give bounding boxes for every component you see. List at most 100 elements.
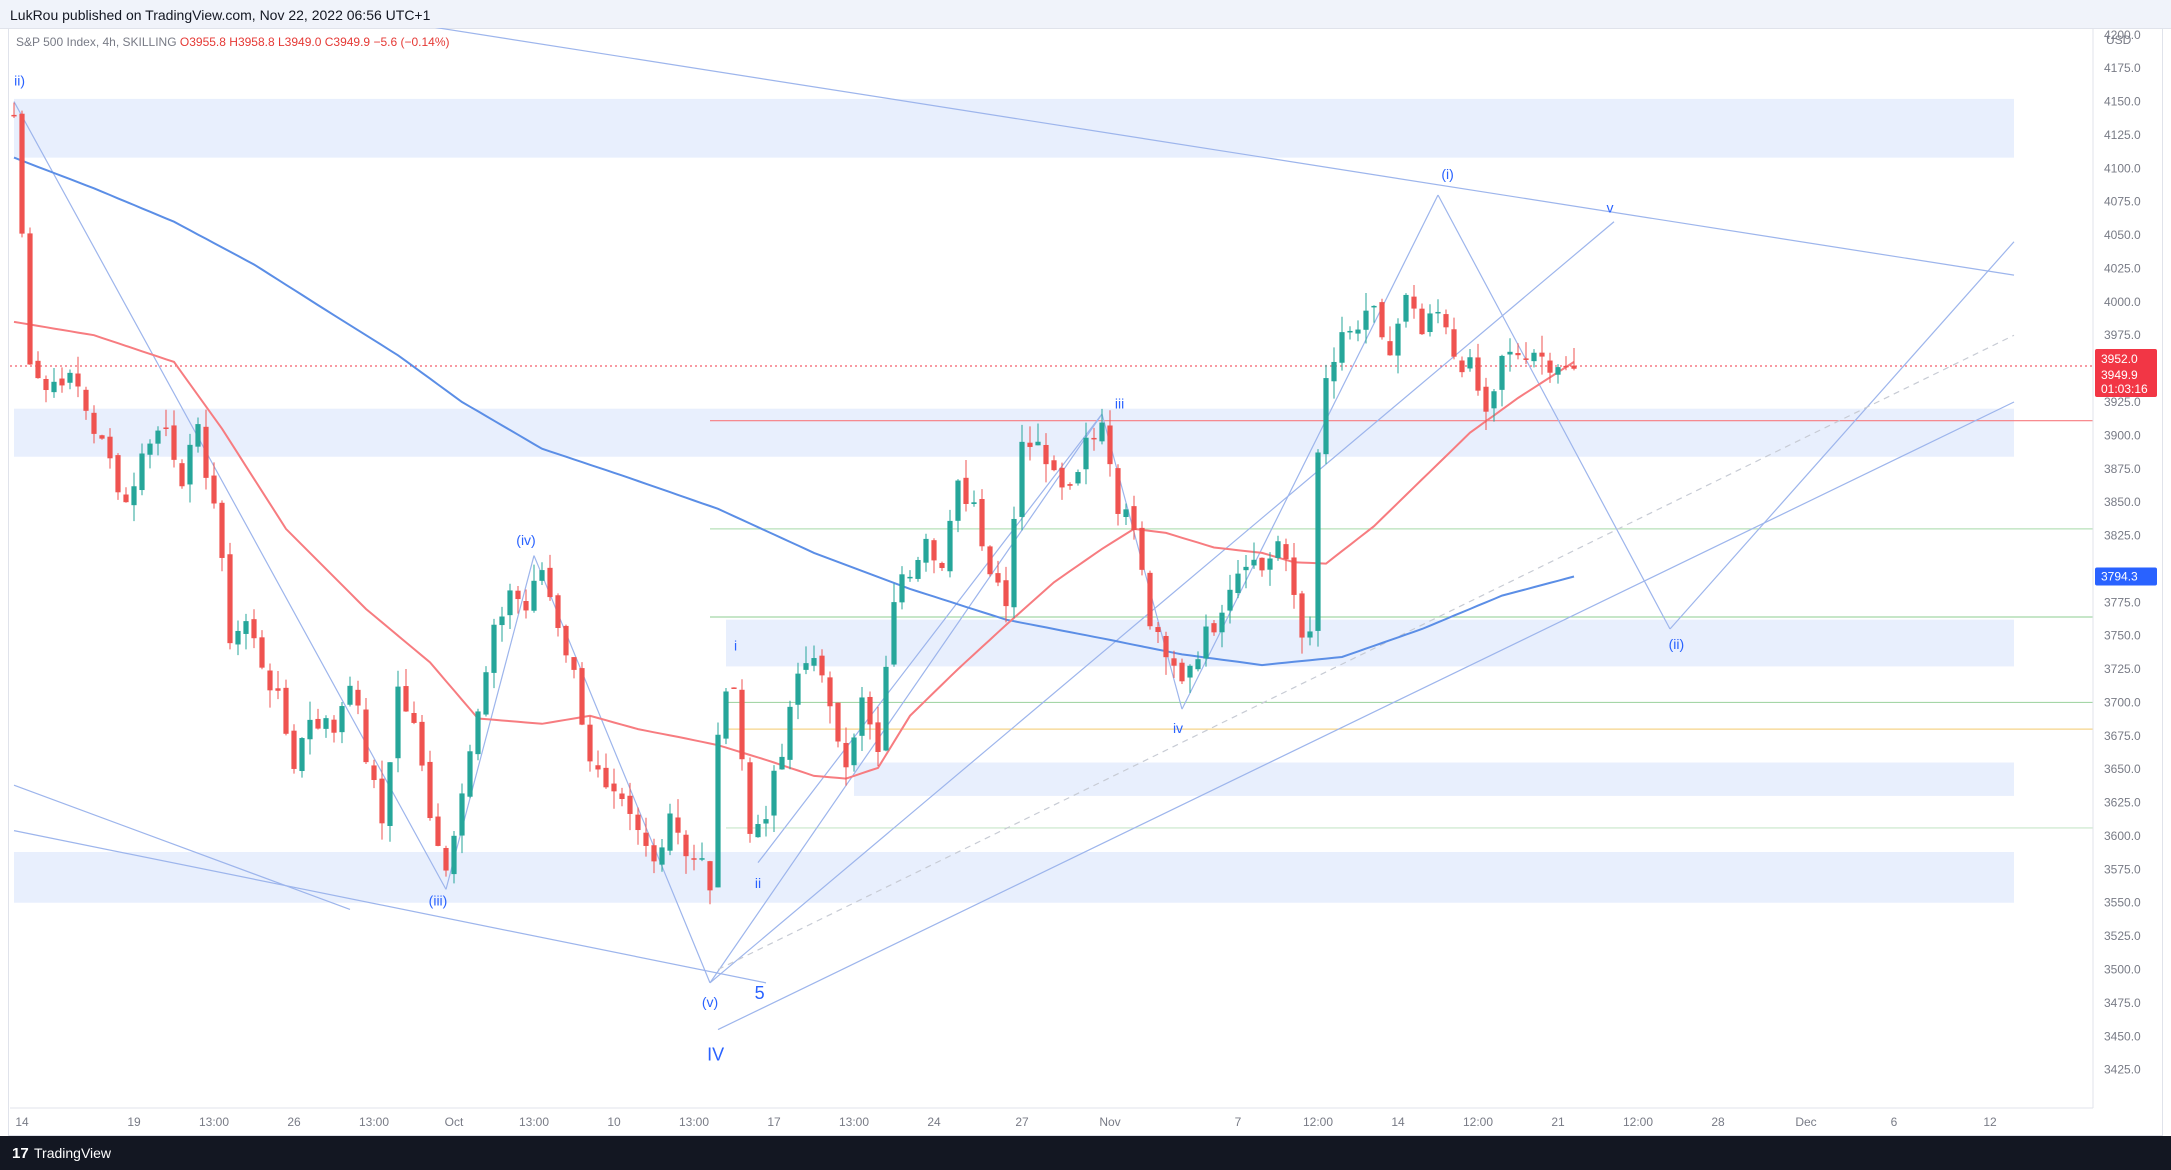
wave-label: IV	[707, 1044, 724, 1064]
candle	[235, 620, 241, 656]
candle	[1475, 343, 1481, 396]
candle-body	[203, 426, 209, 478]
candle	[859, 687, 865, 752]
candle-body	[1251, 559, 1257, 566]
candle-body	[1011, 518, 1017, 608]
tradingview-brand[interactable]: TradingView	[34, 1145, 112, 1161]
candle	[491, 618, 497, 689]
candle	[131, 472, 137, 522]
candle-body	[275, 688, 281, 691]
tradingview-logo-icon[interactable]: 17	[12, 1145, 29, 1162]
candle-body	[35, 360, 41, 379]
candle	[1339, 316, 1345, 371]
price-tick-label: 3750.0	[2104, 629, 2141, 643]
candle	[979, 489, 985, 551]
candle	[315, 708, 321, 730]
candle-body	[1371, 305, 1377, 308]
candle	[1467, 348, 1473, 372]
candle-body	[739, 689, 745, 760]
candle	[595, 750, 601, 778]
candle	[1219, 604, 1225, 648]
candle	[1483, 377, 1489, 430]
price-tick-label: 3500.0	[2104, 962, 2141, 976]
candle	[571, 657, 577, 679]
candle	[475, 708, 481, 761]
candle	[1139, 521, 1145, 576]
candle	[251, 609, 257, 649]
candle-body	[659, 847, 665, 865]
price-tick-label: 3850.0	[2104, 495, 2141, 509]
candle	[1555, 364, 1561, 384]
candle-body	[1067, 484, 1073, 486]
time-tick-label: Oct	[445, 1115, 464, 1129]
candle-body	[299, 738, 305, 772]
candle-body	[1459, 360, 1465, 373]
candle	[11, 102, 17, 119]
candle-body	[379, 778, 385, 824]
time-tick-label: 26	[287, 1115, 301, 1129]
price-tick-label: 3475.0	[2104, 996, 2141, 1010]
candle-body	[475, 711, 481, 755]
candle-body	[235, 630, 241, 645]
support-resistance-zone	[854, 762, 2014, 796]
candle-body	[1155, 627, 1161, 633]
candle	[419, 714, 425, 772]
candle	[1507, 338, 1513, 372]
moving-average-tag	[2095, 567, 2157, 586]
candle	[1403, 293, 1409, 328]
price-chart[interactable]: ii)(iii)(iv)(v)IV5iiiiiiiv(i)v(ii)USD420…	[0, 0, 2171, 1136]
candle	[827, 671, 833, 724]
candle-body	[1323, 378, 1329, 455]
price-tick-label: 3575.0	[2104, 862, 2141, 876]
candle-body	[1219, 612, 1225, 633]
trend-line	[533, 555, 711, 984]
price-tick-label: 3900.0	[2104, 428, 2141, 442]
candle-body	[19, 113, 25, 234]
candle	[1043, 433, 1049, 483]
candle	[1211, 620, 1217, 636]
candle	[843, 727, 849, 786]
candle	[75, 356, 81, 398]
candle-body	[1363, 310, 1369, 330]
time-tick-label: 6	[1891, 1115, 1898, 1129]
candle	[179, 459, 185, 489]
legend-change: −5.6 (−0.14%)	[373, 35, 450, 49]
fast-moving-average-line	[13, 320, 1575, 780]
time-tick-label: 13:00	[199, 1115, 229, 1129]
candle	[1363, 293, 1369, 344]
price-tick-label: 3650.0	[2104, 762, 2141, 776]
candle-body	[427, 761, 433, 819]
candle	[1531, 349, 1537, 368]
candle-body	[923, 538, 929, 563]
candle	[1171, 650, 1177, 679]
candle	[635, 807, 641, 845]
axis-currency-label: USD	[2106, 33, 2132, 47]
candle	[427, 750, 433, 821]
candle-body	[1475, 357, 1481, 391]
candle	[1267, 552, 1273, 586]
candle	[1435, 299, 1441, 324]
candle	[955, 479, 961, 533]
candle-body	[627, 795, 633, 814]
candle	[1227, 574, 1233, 624]
candle-body	[587, 724, 593, 762]
candle-body	[1267, 558, 1273, 570]
wave-label: i	[734, 637, 737, 653]
candle	[1051, 455, 1057, 472]
candle-body	[331, 719, 337, 733]
candle	[163, 409, 169, 437]
candle	[851, 733, 857, 772]
candle	[547, 554, 553, 601]
candle-body	[683, 834, 689, 857]
candle	[747, 757, 753, 843]
wave-label: (iv)	[516, 532, 535, 548]
candle-body	[1043, 444, 1049, 465]
candle	[883, 655, 889, 752]
price-tick-label: 3725.0	[2104, 662, 2141, 676]
candle	[1091, 427, 1097, 451]
candle-body	[1547, 360, 1553, 373]
candle-body	[387, 762, 393, 826]
candle-body	[91, 412, 97, 434]
candle-body	[787, 706, 793, 760]
candle-body	[1387, 341, 1393, 356]
